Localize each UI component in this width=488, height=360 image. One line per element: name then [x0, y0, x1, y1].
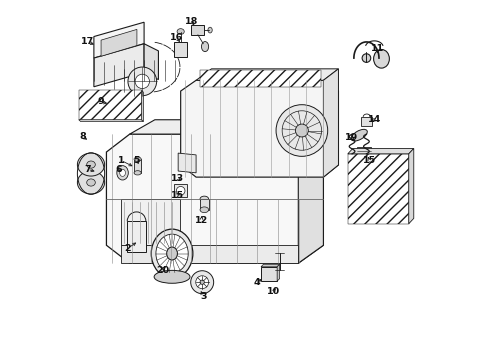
Ellipse shape	[77, 171, 104, 194]
Ellipse shape	[276, 105, 327, 156]
Polygon shape	[121, 245, 180, 263]
Text: 3: 3	[200, 292, 206, 301]
Polygon shape	[121, 199, 180, 245]
Polygon shape	[127, 221, 145, 252]
Text: 15: 15	[362, 156, 375, 165]
Ellipse shape	[154, 270, 190, 283]
Ellipse shape	[77, 153, 104, 176]
Polygon shape	[94, 22, 144, 58]
Bar	[357, 147, 370, 162]
Ellipse shape	[362, 54, 370, 62]
Ellipse shape	[120, 169, 125, 176]
Polygon shape	[408, 148, 413, 224]
Ellipse shape	[190, 271, 213, 294]
Ellipse shape	[350, 129, 366, 141]
Polygon shape	[142, 90, 143, 122]
Ellipse shape	[86, 161, 95, 168]
Polygon shape	[144, 44, 158, 80]
Polygon shape	[129, 120, 323, 134]
Text: 16: 16	[169, 33, 183, 42]
Polygon shape	[298, 120, 323, 263]
Text: 13: 13	[170, 174, 183, 183]
Text: 17: 17	[81, 37, 94, 46]
Polygon shape	[277, 264, 279, 281]
Text: 2: 2	[124, 244, 131, 253]
Polygon shape	[178, 153, 196, 173]
Text: 11: 11	[370, 44, 384, 53]
Polygon shape	[79, 120, 143, 122]
Bar	[134, 159, 141, 173]
Text: 15: 15	[170, 190, 183, 199]
Polygon shape	[180, 80, 338, 177]
Text: 18: 18	[184, 17, 198, 26]
Ellipse shape	[86, 179, 95, 186]
Text: 9: 9	[97, 97, 103, 106]
Text: 7: 7	[84, 165, 91, 174]
Text: 8: 8	[80, 132, 86, 141]
Ellipse shape	[151, 229, 192, 278]
Ellipse shape	[135, 74, 149, 89]
Polygon shape	[106, 134, 323, 263]
Text: 14: 14	[367, 115, 380, 124]
Bar	[261, 267, 277, 281]
Bar	[79, 90, 142, 120]
Ellipse shape	[195, 276, 208, 289]
Polygon shape	[261, 264, 279, 267]
Ellipse shape	[134, 171, 141, 175]
Polygon shape	[101, 30, 137, 56]
Ellipse shape	[128, 67, 156, 96]
Ellipse shape	[295, 124, 308, 137]
Ellipse shape	[207, 27, 212, 33]
Bar	[347, 154, 408, 224]
Text: 1: 1	[117, 156, 124, 165]
Text: 12: 12	[194, 216, 208, 225]
Ellipse shape	[200, 207, 208, 213]
Polygon shape	[323, 69, 338, 177]
Ellipse shape	[201, 41, 208, 51]
Text: 4: 4	[253, 278, 260, 287]
Ellipse shape	[374, 54, 383, 62]
Ellipse shape	[200, 196, 208, 202]
Polygon shape	[174, 184, 187, 197]
Ellipse shape	[117, 166, 128, 180]
Ellipse shape	[166, 247, 177, 260]
Bar	[174, 42, 186, 57]
Ellipse shape	[373, 49, 388, 68]
Text: 6: 6	[115, 166, 122, 175]
Bar	[199, 69, 320, 87]
Bar	[200, 199, 208, 210]
Polygon shape	[347, 148, 413, 154]
Ellipse shape	[200, 280, 204, 284]
Ellipse shape	[156, 234, 188, 273]
Polygon shape	[180, 245, 298, 263]
Polygon shape	[196, 69, 338, 80]
Polygon shape	[361, 117, 371, 126]
Ellipse shape	[177, 29, 184, 35]
Text: 5: 5	[133, 156, 139, 165]
Ellipse shape	[134, 157, 141, 161]
Text: 20: 20	[156, 266, 169, 275]
Polygon shape	[94, 44, 144, 87]
Bar	[191, 25, 203, 35]
Text: 19: 19	[344, 133, 357, 142]
Text: 10: 10	[266, 287, 279, 296]
Ellipse shape	[176, 186, 184, 195]
